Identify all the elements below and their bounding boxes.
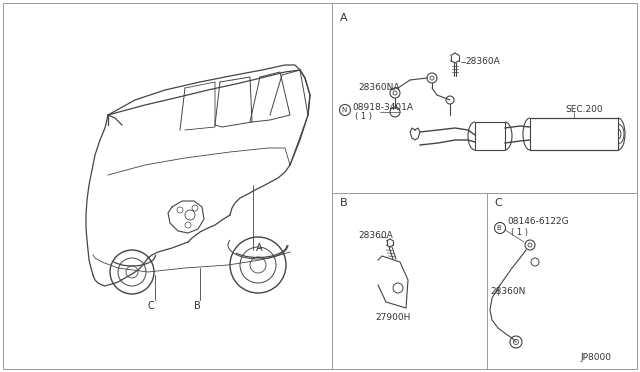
Text: ( 1 ): ( 1 ) xyxy=(511,228,528,237)
Bar xyxy=(475,122,505,150)
Circle shape xyxy=(339,105,351,115)
Text: 08146-6122G: 08146-6122G xyxy=(507,218,568,227)
Bar xyxy=(530,118,618,150)
Text: A: A xyxy=(340,13,348,23)
Text: 08918-3401A: 08918-3401A xyxy=(352,103,413,112)
Text: C: C xyxy=(494,198,502,208)
Text: JP8000: JP8000 xyxy=(580,353,611,362)
Text: B: B xyxy=(340,198,348,208)
Text: B: B xyxy=(497,225,501,231)
Text: ( 1 ): ( 1 ) xyxy=(355,112,372,121)
Text: 28360NA: 28360NA xyxy=(358,83,399,93)
Text: 28360N: 28360N xyxy=(490,288,525,296)
Text: N: N xyxy=(341,107,347,113)
Circle shape xyxy=(495,222,506,234)
Text: B: B xyxy=(194,301,201,311)
Text: 27900H: 27900H xyxy=(375,314,410,323)
Text: A: A xyxy=(256,243,262,253)
Text: C: C xyxy=(148,301,155,311)
Text: 28360A: 28360A xyxy=(465,58,500,67)
Text: SEC.200: SEC.200 xyxy=(565,106,603,115)
Text: 28360A: 28360A xyxy=(358,231,393,240)
